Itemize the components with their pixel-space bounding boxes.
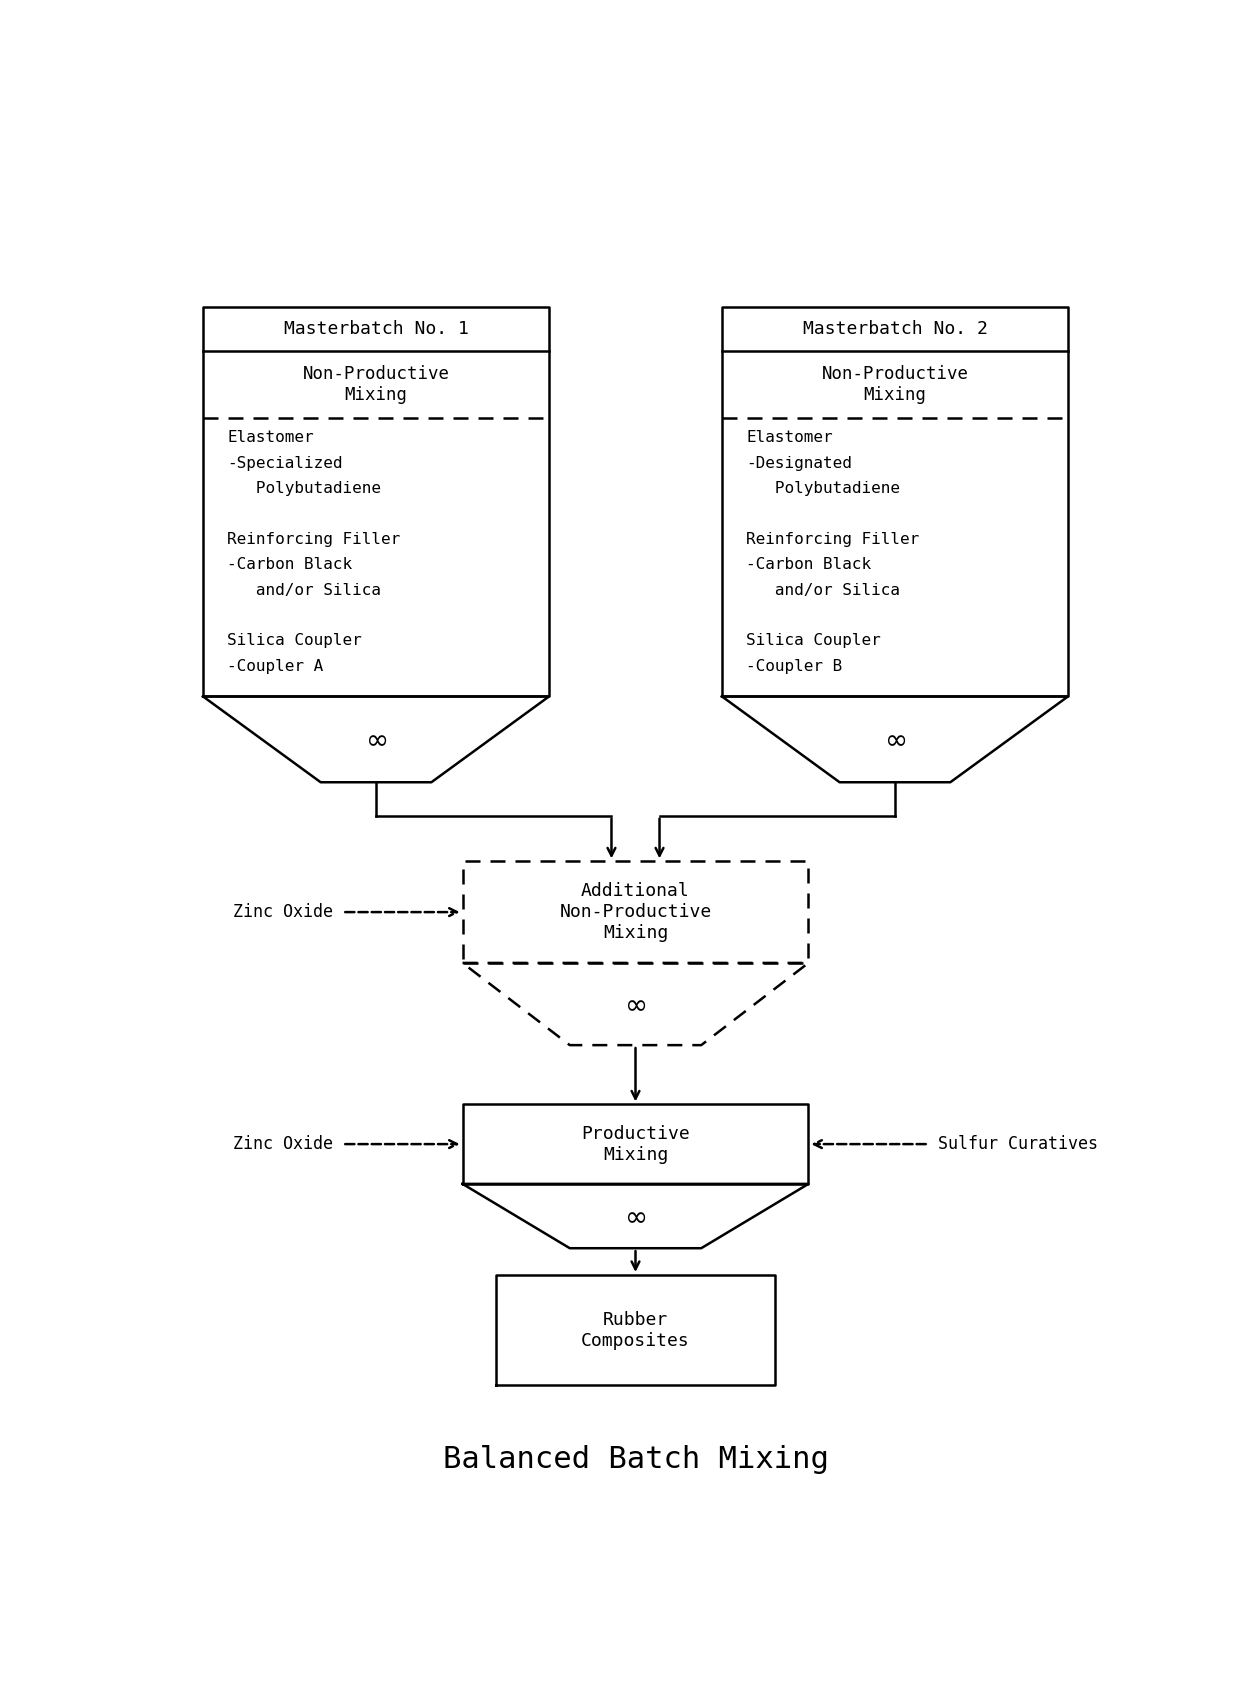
Text: Additional
Non-Productive
Mixing: Additional Non-Productive Mixing [559,883,712,942]
Text: Elastomer: Elastomer [227,430,314,446]
Text: Zinc Oxide: Zinc Oxide [233,1134,332,1153]
Text: Non-Productive
Mixing: Non-Productive Mixing [303,365,450,403]
Text: Sulfur Curatives: Sulfur Curatives [939,1134,1099,1153]
Text: Balanced Batch Mixing: Balanced Batch Mixing [443,1445,828,1474]
Text: Rubber
Composites: Rubber Composites [582,1310,689,1349]
Text: Silica Coupler: Silica Coupler [746,633,880,648]
Text: -Coupler B: -Coupler B [746,658,842,674]
Text: Zinc Oxide: Zinc Oxide [233,903,332,922]
Text: Non-Productive
Mixing: Non-Productive Mixing [821,365,968,403]
Text: -Carbon Black: -Carbon Black [746,557,872,572]
Text: Silica Coupler: Silica Coupler [227,633,362,648]
Text: and/or Silica: and/or Silica [227,582,381,598]
Text: -Coupler A: -Coupler A [227,658,324,674]
Text: -Specialized: -Specialized [227,456,342,471]
Text: $\infty$: $\infty$ [625,1202,646,1231]
Text: $\infty$: $\infty$ [365,726,387,753]
Text: Masterbatch No. 2: Masterbatch No. 2 [802,321,987,338]
Text: Polybutadiene: Polybutadiene [227,481,381,496]
Text: Polybutadiene: Polybutadiene [746,481,900,496]
Text: -Designated: -Designated [746,456,852,471]
Text: $\infty$: $\infty$ [625,991,646,1018]
Text: Productive
Mixing: Productive Mixing [582,1124,689,1163]
Text: Masterbatch No. 1: Masterbatch No. 1 [284,321,469,338]
Text: -Carbon Black: -Carbon Black [227,557,352,572]
Text: and/or Silica: and/or Silica [746,582,900,598]
Text: Reinforcing Filler: Reinforcing Filler [746,532,919,547]
Text: Elastomer: Elastomer [746,430,832,446]
Text: $\infty$: $\infty$ [884,726,906,753]
Text: Reinforcing Filler: Reinforcing Filler [227,532,401,547]
